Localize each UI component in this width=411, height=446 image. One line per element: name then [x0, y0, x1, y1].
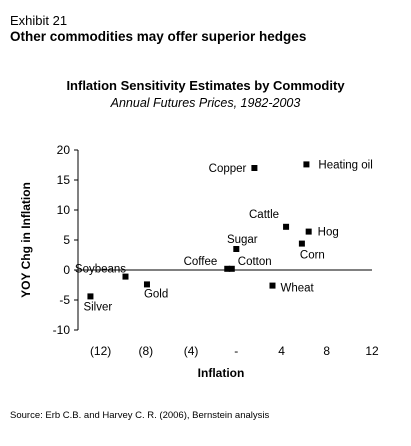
chart-marks: Copper Heating oil Cattle Hog Corn Sugar Soybe…	[75, 159, 373, 313]
y-tick-label: 5	[63, 233, 70, 247]
point-corn	[298, 240, 305, 247]
x-tick-label: 8	[323, 344, 330, 358]
point-cattle	[283, 223, 290, 230]
point-label-silver: Silver	[83, 301, 112, 313]
point-label-cotton: Cotton	[238, 256, 272, 268]
point-label-coffee: Coffee	[184, 256, 218, 268]
y-tick-label: -5	[59, 293, 70, 307]
point-label-heating-oil: Heating oil	[318, 159, 372, 171]
x-tick-label: 4	[278, 344, 285, 358]
y-tick-label: 15	[57, 173, 71, 187]
y-tick-label: 10	[57, 203, 71, 217]
point-label-copper: Copper	[209, 163, 247, 175]
exhibit-number: Exhibit 21	[10, 13, 68, 28]
point-heating-oil	[303, 161, 310, 168]
point-silver	[87, 293, 94, 300]
chart-axes: -10 -5 0 5 10 15 20 (12) (8) (4) - 4 8 12	[53, 143, 379, 358]
point-label-corn: Corn	[300, 250, 325, 262]
x-tick-label: (12)	[90, 344, 111, 358]
point-sugar	[233, 246, 240, 252]
point-wheat	[269, 282, 276, 289]
y-tick-label: 0	[63, 263, 70, 277]
point-label-hog: Hog	[318, 227, 339, 239]
point-label-cattle: Cattle	[249, 209, 279, 221]
source-note: Source: Erb C.B. and Harvey C. R. (2006)…	[10, 410, 270, 421]
x-tick-label: (8)	[139, 344, 154, 358]
x-axis-label: Inflation	[198, 366, 245, 380]
point-label-wheat: Wheat	[280, 283, 314, 295]
point-label-soybeans: Soybeans	[75, 264, 126, 276]
x-tick-label: 12	[365, 344, 379, 358]
chart-subtitle: Annual Futures Prices, 1982-2003	[110, 96, 301, 110]
point-cotton	[228, 265, 235, 272]
point-copper	[251, 165, 258, 171]
point-hog	[305, 228, 312, 235]
point-coffee	[224, 265, 231, 272]
y-axis-label: YOY Chg in Inflation	[19, 182, 33, 298]
point-label-sugar: Sugar	[227, 234, 258, 246]
x-tick-label: -	[234, 344, 238, 358]
point-gold	[143, 281, 150, 288]
y-tick-label: -10	[53, 323, 71, 337]
point-soybeans	[122, 273, 129, 280]
y-tick-label: 20	[57, 143, 71, 157]
point-label-gold: Gold	[144, 288, 168, 300]
exhibit-subtitle: Other commodities may offer superior hed…	[10, 29, 307, 44]
chart-title: Inflation Sensitivity Estimates by Commo…	[66, 78, 345, 93]
x-tick-label: (4)	[184, 344, 199, 358]
